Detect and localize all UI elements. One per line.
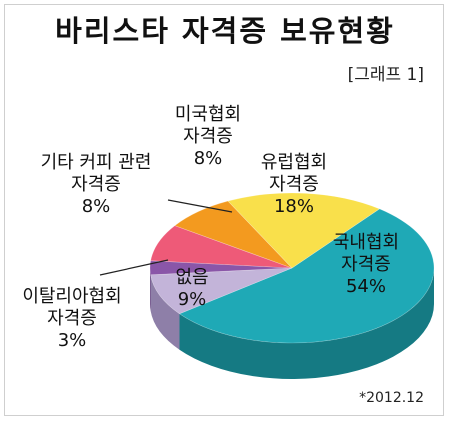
slice-label-italy-line-0: 이탈리아협회 bbox=[22, 286, 121, 307]
pie-side-italy bbox=[150, 268, 151, 311]
slice-label-italy-line-1: 자격증 bbox=[47, 308, 97, 329]
pie-slice-domestic bbox=[178, 208, 435, 344]
leader-line-other-coffee bbox=[167, 199, 233, 213]
leader-line-italy bbox=[99, 259, 169, 276]
pie-side-none bbox=[150, 274, 180, 350]
slice-label-usa-line-1: 자격증 bbox=[183, 126, 233, 147]
slice-label-usa-line-2: 8% bbox=[194, 148, 223, 169]
slice-label-europe-line-2: 18% bbox=[274, 196, 314, 217]
pie-slice-none bbox=[150, 267, 293, 315]
pie-slice-usa bbox=[174, 200, 293, 269]
pie-side-domestic bbox=[179, 268, 435, 379]
chart-footnote: *2012.12 bbox=[359, 390, 424, 406]
slice-label-other-coffee-line-1: 자격증 bbox=[71, 174, 121, 195]
slice-label-domestic-line-2: 54% bbox=[346, 276, 386, 297]
pie-slice-europe bbox=[227, 192, 381, 269]
slice-label-none-line-1: 9% bbox=[178, 289, 207, 310]
slice-label-other-coffee-line-0: 기타 커피 관련 bbox=[41, 152, 152, 173]
slice-label-domestic-line-0: 국내협회 bbox=[333, 232, 399, 253]
slice-label-domestic-line-1: 자격증 bbox=[341, 254, 391, 275]
chart-title: 바리스타 자격증 보유현황 bbox=[55, 14, 395, 48]
pie-slice-other-coffee bbox=[150, 225, 293, 269]
slice-label-usa-line-0: 미국협회 bbox=[175, 104, 241, 125]
pie-slice-italy bbox=[149, 260, 293, 276]
slice-label-none-line-0: 없음 bbox=[175, 267, 208, 288]
chart-subtitle: [그래프 1] bbox=[347, 65, 424, 85]
slice-label-other-coffee-line-2: 8% bbox=[82, 196, 111, 217]
slice-label-italy-line-2: 3% bbox=[58, 330, 87, 351]
slice-label-europe-line-0: 유럽협회 bbox=[261, 152, 327, 173]
slice-label-europe-line-1: 자격증 bbox=[269, 174, 319, 195]
